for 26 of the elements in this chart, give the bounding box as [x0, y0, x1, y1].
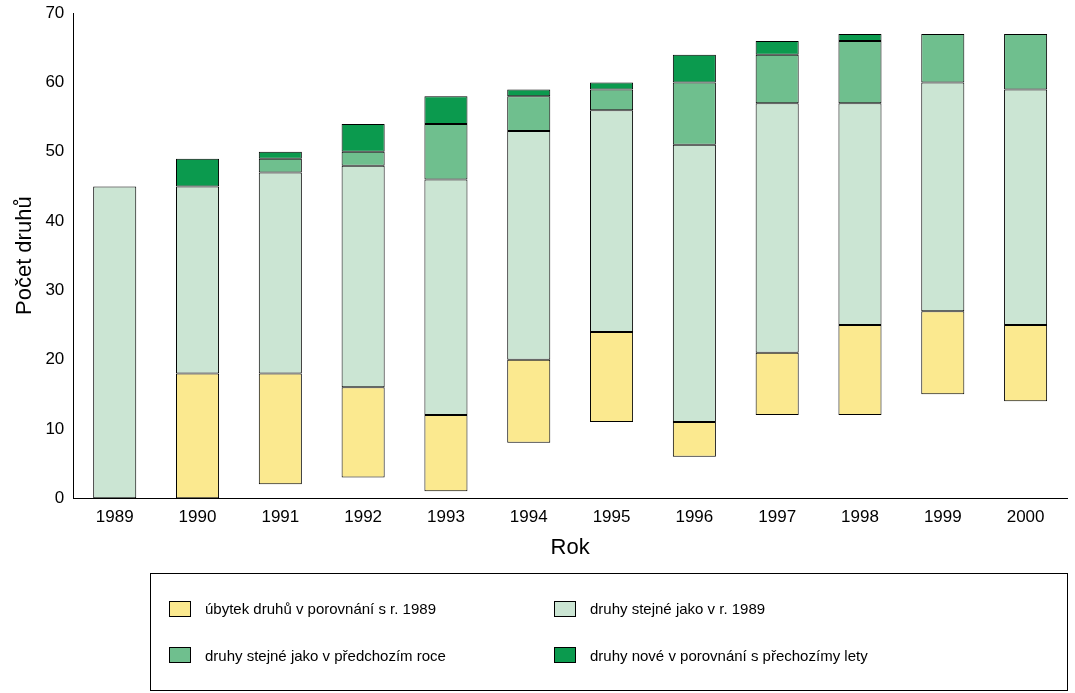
- legend-label: druhy stejné jako v r. 1989: [590, 600, 766, 618]
- x-tick-label: 1991: [261, 507, 300, 527]
- x-tick-label: 1996: [675, 507, 714, 527]
- x-tick-label: 1998: [841, 507, 879, 527]
- x-tick-label: 1999: [923, 507, 962, 527]
- x-axis-title: Rok: [550, 533, 591, 559]
- x-tick-label: 1994: [509, 507, 548, 527]
- y-tick-label: 60: [45, 72, 65, 92]
- legend-label: druhy stejné jako v předchozím roce: [205, 646, 446, 664]
- y-tick-label: 20: [45, 349, 65, 369]
- legend-label: druhy nové v porovnání s přechozímy lety: [590, 646, 868, 664]
- x-tick-label: 1995: [592, 507, 631, 527]
- y-tick-label: 40: [45, 210, 65, 230]
- y-tick-label: 10: [45, 418, 65, 438]
- x-tick-label: 1993: [427, 507, 465, 527]
- y-tick-label: 70: [45, 2, 65, 22]
- x-tick-label: 1992: [344, 507, 383, 527]
- x-tick-label: 2000: [1006, 507, 1045, 527]
- y-tick-label: 0: [54, 487, 65, 507]
- y-tick-label: 30: [45, 280, 65, 300]
- y-tick-label: 50: [45, 141, 65, 161]
- x-tick-label: 1997: [758, 507, 797, 527]
- y-axis-title: Počet druhů: [11, 196, 37, 316]
- x-tick-label: 1990: [178, 507, 217, 527]
- legend-label: úbytek druhů v porovnání s r. 1989: [205, 600, 436, 618]
- x-tick-label: 1989: [95, 507, 134, 527]
